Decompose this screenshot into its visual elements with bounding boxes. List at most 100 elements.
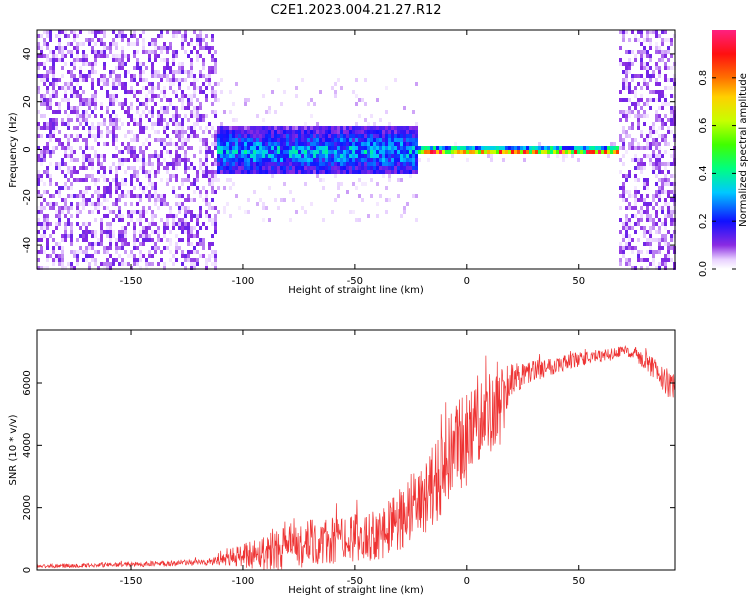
heatmap-cell: [463, 146, 466, 150]
heatmap-cell: [88, 202, 91, 206]
heatmap-cell: [382, 150, 385, 154]
heatmap-cell: [160, 50, 163, 54]
heatmap-cell: [646, 70, 649, 74]
heatmap-cell: [166, 170, 169, 174]
heatmap-cell: [619, 118, 622, 122]
heatmap-cell: [670, 214, 673, 218]
heatmap-cell: [142, 110, 145, 114]
heatmap-cell: [67, 154, 70, 158]
heatmap-cell: [124, 226, 127, 230]
heatmap-cell: [121, 234, 124, 238]
heatmap-cell: [151, 50, 154, 54]
heatmap-cell: [148, 98, 151, 102]
heatmap-cell: [118, 198, 121, 202]
heatmap-cell: [523, 158, 526, 162]
heatmap-cell: [43, 198, 46, 202]
heatmap-cell: [97, 202, 100, 206]
heatmap-cell: [211, 174, 214, 178]
heatmap-cell: [49, 130, 52, 134]
heatmap-cell: [307, 158, 310, 162]
heatmap-cell: [391, 134, 394, 138]
heatmap-cell: [64, 154, 67, 158]
heatmap-cell: [166, 150, 169, 154]
heatmap-cell: [625, 178, 628, 182]
heatmap-cell: [127, 70, 130, 74]
heatmap-cell: [271, 90, 274, 94]
heatmap-cell: [118, 234, 121, 238]
heatmap-cell: [88, 130, 91, 134]
heatmap-cell: [103, 78, 106, 82]
heatmap-cell: [154, 94, 157, 98]
heatmap-cell: [193, 122, 196, 126]
heatmap-cell: [103, 34, 106, 38]
heatmap-cell: [271, 162, 274, 166]
y-tick-label: 40: [22, 48, 33, 61]
heatmap-cell: [181, 230, 184, 234]
heatmap-cell: [232, 162, 235, 166]
heatmap-cell: [91, 126, 94, 130]
heatmap-cell: [40, 98, 43, 102]
heatmap-cell: [646, 66, 649, 70]
heatmap-cell: [643, 186, 646, 190]
heatmap-cell: [130, 34, 133, 38]
heatmap-cell: [229, 146, 232, 150]
heatmap-cell: [406, 170, 409, 174]
heatmap-cell: [277, 78, 280, 82]
heatmap-cell: [304, 182, 307, 186]
heatmap-cell: [130, 214, 133, 218]
heatmap-cell: [169, 138, 172, 142]
heatmap-cell: [148, 194, 151, 198]
heatmap-cell: [52, 70, 55, 74]
heatmap-cell: [358, 138, 361, 142]
heatmap-cell: [175, 234, 178, 238]
heatmap-cell: [658, 170, 661, 174]
heatmap-cell: [208, 122, 211, 126]
heatmap-cell: [103, 230, 106, 234]
heatmap-cell: [328, 162, 331, 166]
heatmap-cell: [340, 126, 343, 130]
heatmap-cell: [187, 206, 190, 210]
heatmap-cell: [343, 158, 346, 162]
heatmap-cell: [205, 34, 208, 38]
heatmap-cell: [178, 62, 181, 66]
heatmap-cell: [382, 126, 385, 130]
heatmap-cell: [670, 234, 673, 238]
heatmap-cell: [250, 130, 253, 134]
heatmap-cell: [589, 150, 592, 154]
heatmap-cell: [667, 242, 670, 246]
heatmap-cell: [88, 222, 91, 226]
heatmap-cell: [46, 134, 49, 138]
heatmap-cell: [151, 230, 154, 234]
heatmap-cell: [187, 258, 190, 262]
heatmap-cell: [211, 186, 214, 190]
heatmap-cell: [388, 126, 391, 130]
heatmap-cell: [658, 98, 661, 102]
heatmap-cell: [88, 126, 91, 130]
heatmap-cell: [154, 50, 157, 54]
heatmap-cell: [304, 150, 307, 154]
heatmap-cell: [58, 106, 61, 110]
heatmap-cell: [37, 258, 40, 262]
heatmap-cell: [178, 238, 181, 242]
heatmap-cell: [634, 146, 637, 150]
heatmap-cell: [292, 198, 295, 202]
heatmap-cell: [157, 234, 160, 238]
heatmap-cell: [661, 118, 664, 122]
heatmap-cell: [61, 206, 64, 210]
heatmap-cell: [283, 142, 286, 146]
heatmap-cell: [322, 158, 325, 162]
heatmap-cell: [628, 242, 631, 246]
heatmap-cell: [157, 82, 160, 86]
heatmap-cell: [145, 126, 148, 130]
heatmap-cell: [655, 110, 658, 114]
heatmap-cell: [85, 78, 88, 82]
heatmap-cell: [649, 130, 652, 134]
heatmap-cell: [661, 58, 664, 62]
heatmap-cell: [196, 250, 199, 254]
heatmap-cell: [190, 162, 193, 166]
heatmap-cell: [619, 110, 622, 114]
heatmap-cell: [94, 102, 97, 106]
heatmap-cell: [202, 90, 205, 94]
heatmap-cell: [640, 30, 643, 34]
